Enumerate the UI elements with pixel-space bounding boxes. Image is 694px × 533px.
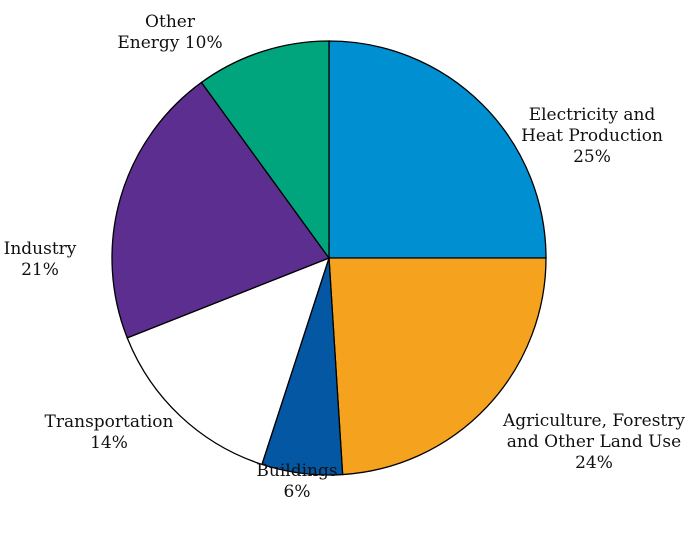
slice-label-line: Transportation (45, 412, 174, 432)
slice-label-line: 21% (21, 260, 59, 280)
slice-label-line: 24% (575, 453, 613, 473)
slice-label-transportation: Transportation 14% (45, 412, 174, 453)
slice-label-line: Other (145, 12, 196, 32)
slice-label-line: Industry (4, 239, 77, 259)
slice-label-line: Energy 10% (117, 33, 222, 53)
slice-label-line: 6% (284, 482, 311, 502)
slice-label-other-energy: Other Energy 10% (117, 12, 222, 53)
slice-label-line: 14% (90, 433, 128, 453)
slice-label-industry: Industry 21% (4, 239, 77, 280)
slice-label-buildings: Buildings 6% (256, 461, 337, 502)
slice-label-line: Agriculture, Forestry (502, 411, 685, 431)
slice-label-line: Heat Production (521, 126, 663, 146)
slice-label-line: and Other Land Use (507, 432, 681, 452)
slice-label-electricity-and-heat-production: Electricity and Heat Production 25% (521, 105, 663, 167)
pie-slice-electricity-and-heat-production (329, 41, 546, 258)
pie-slices (112, 41, 546, 475)
slice-label-agriculture-forestry-and-other-land-use: Agriculture, Forestry and Other Land Use 2… (502, 411, 685, 473)
slice-label-line: 25% (573, 147, 611, 167)
slice-label-line: Buildings (256, 461, 337, 481)
slice-label-line: Electricity and (529, 105, 656, 125)
